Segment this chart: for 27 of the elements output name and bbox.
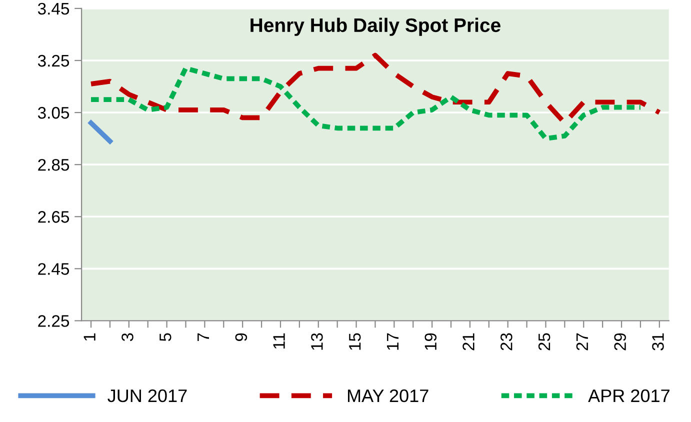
x-tick-label: 13 (311, 333, 323, 350)
legend-label: MAY 2017 (348, 389, 428, 402)
y-tick-label: 2.65 (38, 211, 70, 223)
x-tick-label: 1 (84, 333, 96, 341)
x-tick-label: 21 (462, 333, 474, 350)
y-tick-label: 2.85 (38, 158, 70, 171)
x-tick-label: 9 (235, 333, 248, 342)
x-tick-label: 25 (538, 333, 550, 350)
x-tick-label: 23 (500, 333, 512, 350)
x-tick-label: 29 (614, 333, 626, 350)
chart-title: Henry Hub Daily Spot Price (250, 18, 500, 36)
x-tick-label: 15 (349, 333, 361, 350)
y-tick-label: 2.45 (38, 263, 70, 275)
y-tick-label: 3.25 (38, 54, 70, 67)
x-tick-label: 5 (160, 333, 172, 342)
x-tick-label: 27 (576, 333, 588, 350)
x-tick-label: 19 (424, 333, 437, 350)
legend-label: JUN 2017 (108, 389, 187, 402)
y-tick-label: 2.25 (38, 315, 70, 327)
legend-label: APR 2017 (588, 389, 670, 402)
x-tick-label: 31 (652, 333, 664, 350)
y-tick-label: 3.45 (38, 2, 70, 15)
y-tick-label: 3.05 (38, 106, 70, 119)
x-tick-label: 17 (387, 333, 398, 350)
x-tick-label: 7 (198, 333, 209, 341)
x-tick-label: 11 (273, 333, 285, 349)
x-tick-label: 3 (122, 333, 134, 342)
